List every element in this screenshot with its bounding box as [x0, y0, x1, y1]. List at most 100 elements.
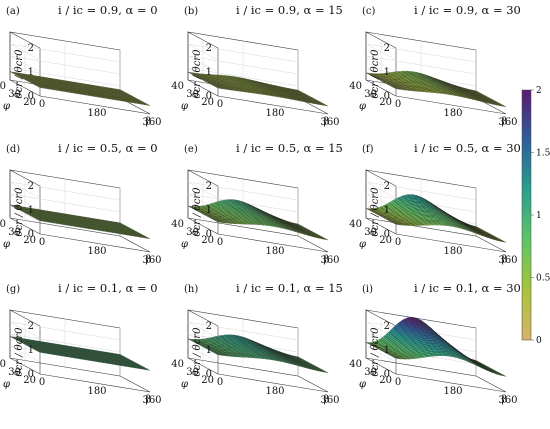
phi-axis-label: φ [359, 101, 366, 112]
phi-axis-label: φ [3, 239, 10, 250]
z-tick-label: 2 [28, 321, 34, 332]
grid-line [9, 55, 121, 75]
phi-tick-label: 30 [8, 367, 21, 378]
beta-tick-label: 0 [217, 99, 223, 110]
z-tick-label: 1 [206, 205, 212, 216]
phi-axis-label: φ [359, 239, 366, 250]
panel-label: (a) [6, 6, 20, 17]
z-tick-label: 2 [206, 43, 212, 54]
panel-title: i / ic = 0.5, α = 30 [414, 141, 521, 155]
panel-label: (b) [184, 6, 198, 17]
beta-tick-label: 0 [39, 237, 45, 248]
phi-tick-label: 40 [349, 219, 362, 230]
phi-axis-label: φ [181, 101, 188, 112]
floor-edge [39, 95, 151, 115]
z-tick-label: 2 [206, 181, 212, 192]
beta-tick-label: 180 [87, 108, 106, 119]
phi-axis-label: φ [3, 379, 10, 390]
phi-tick-label: 20 [201, 97, 214, 108]
beta-tick-label: 180 [265, 108, 284, 119]
phi-tick-label: 40 [171, 81, 184, 92]
phi-tick-label: 40 [171, 359, 184, 370]
panel-label: (g) [6, 284, 20, 295]
z-tick-label: 1 [28, 345, 34, 356]
beta-tick-label: 0 [39, 377, 45, 388]
phi-axis-label: φ [3, 101, 10, 112]
grid-line [9, 43, 121, 63]
phi-tick-label: 20 [23, 235, 36, 246]
z-tick-label: 1 [206, 67, 212, 78]
beta-axis-label: β [502, 254, 508, 265]
panel-title: i / ic = 0.9, α = 30 [414, 3, 521, 17]
phi-tick-label: 20 [23, 97, 36, 108]
phi-tick-label: 40 [0, 219, 6, 230]
z-tick-label: 1 [384, 205, 390, 216]
surface [9, 71, 151, 106]
beta-axis-label: β [146, 116, 152, 127]
beta-tick-label: 180 [265, 246, 284, 257]
panel-title: i / ic = 0.5, α = 15 [236, 141, 343, 155]
panel-label: (f) [362, 144, 374, 155]
z-tick-label: 2 [28, 181, 34, 192]
phi-tick-label: 20 [201, 375, 214, 386]
panel-title: i / ic = 0.1, α = 15 [236, 281, 343, 295]
beta-axis-label: β [146, 394, 152, 405]
phi-tick-label: 40 [0, 359, 6, 370]
phi-tick-label: 40 [349, 81, 362, 92]
beta-axis-label: β [324, 116, 330, 127]
panel-label: (d) [6, 144, 20, 155]
z-tick-label: 2 [384, 43, 390, 54]
beta-tick-label: 180 [87, 246, 106, 257]
beta-tick-label: 0 [217, 237, 223, 248]
side-wall [9, 31, 41, 97]
phi-tick-label: 20 [379, 235, 392, 246]
panel-label: (e) [184, 144, 198, 155]
z-tick-label: 1 [206, 345, 212, 356]
beta-tick-label: 0 [217, 377, 223, 388]
phi-tick-label: 20 [201, 235, 214, 246]
beta-axis-label: β [324, 394, 330, 405]
beta-axis-label: β [324, 254, 330, 265]
phi-tick-label: 30 [8, 89, 21, 100]
panel-label: (h) [184, 284, 198, 295]
phi-tick-label: 40 [0, 81, 6, 92]
z-tick-label: 2 [206, 321, 212, 332]
panel-title: i / ic = 0.1, α = 0 [58, 281, 158, 295]
phi-tick-label: 30 [186, 89, 199, 100]
beta-tick-label: 180 [443, 108, 462, 119]
phi-tick-label: 20 [379, 97, 392, 108]
z-tick-label: 1 [384, 67, 390, 78]
phi-tick-label: 20 [23, 375, 36, 386]
beta-tick-label: 180 [87, 386, 106, 397]
z-tick-label: 2 [28, 43, 34, 54]
beta-tick-label: 0 [39, 99, 45, 110]
beta-tick-label: 180 [443, 246, 462, 257]
phi-axis-label: φ [181, 379, 188, 390]
panel-title: i / ic = 0.5, α = 0 [58, 141, 158, 155]
panel-title: i / ic = 0.9, α = 15 [236, 3, 343, 17]
z-tick-label: 1 [28, 205, 34, 216]
phi-tick-label: 30 [186, 367, 199, 378]
beta-tick-label: 180 [265, 386, 284, 397]
phi-tick-label: 30 [8, 227, 21, 238]
z-tick-label: 1 [28, 67, 34, 78]
beta-axis-label: β [146, 254, 152, 265]
beta-tick-label: 0 [395, 237, 401, 248]
panel-label: (c) [362, 6, 376, 17]
beta-tick-label: 0 [395, 99, 401, 110]
panel-title: i / ic = 0.9, α = 0 [58, 3, 158, 17]
phi-tick-label: 30 [364, 89, 377, 100]
phi-tick-label: 40 [171, 219, 184, 230]
phi-tick-label: 30 [186, 227, 199, 238]
